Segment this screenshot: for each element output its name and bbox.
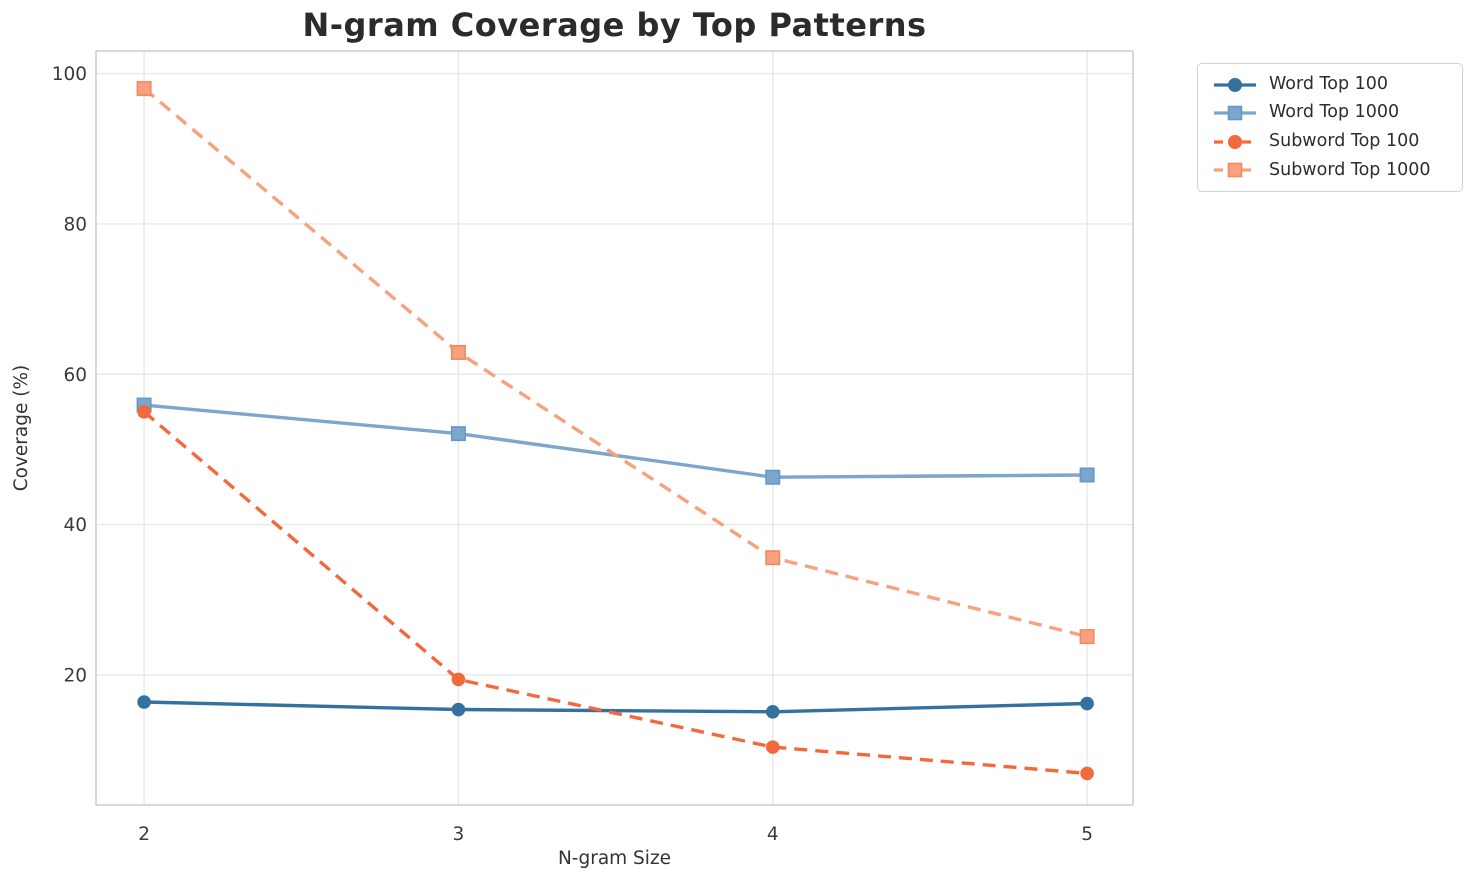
legend-marker-shape (1227, 105, 1243, 121)
marker-word-top-1000 (765, 469, 781, 485)
x-tick-label: 2 (138, 824, 150, 845)
legend-label: Word Top 1000 (1269, 102, 1400, 123)
legend-item-word-top-1000: Word Top 1000 (1198, 102, 1462, 124)
y-tick-label: 80 (63, 214, 87, 235)
marker-subword-top-100 (451, 672, 466, 687)
legend-label: Word Top 100 (1269, 73, 1389, 94)
marker-word-top-100 (765, 704, 780, 719)
legend-marker-subword-top-1000 (1214, 163, 1256, 178)
series-line-subword-top-100 (142, 410, 1088, 776)
marker-subword-top-1000 (450, 344, 466, 360)
y-tick-label: 20 (63, 665, 87, 686)
legend-marker-shape (1228, 77, 1242, 92)
legend-label: Subword Top 1000 (1269, 159, 1431, 180)
legend: Word Top 100 Word Top 1000 Subword Top 100… (1197, 63, 1463, 192)
marker-subword-top-100 (765, 740, 780, 754)
marker-word-top-1000 (1079, 467, 1095, 483)
legend-marker-word-top-1000 (1214, 105, 1256, 121)
y-tick-label: 100 (52, 64, 87, 85)
legend-marker-subword-top-100 (1214, 134, 1256, 149)
legend-item-word-top-100: Word Top 100 (1198, 74, 1462, 96)
marker-word-top-1000 (450, 426, 466, 442)
axes-background (96, 51, 1133, 805)
y-axis-label: Coverage (%) (11, 364, 32, 492)
x-tick-label: 3 (453, 824, 465, 845)
x-tick-label: 4 (767, 824, 779, 845)
legend-label: Subword Top 100 (1269, 131, 1420, 152)
legend-marker-shape (1228, 134, 1242, 149)
legend-item-subword-top-1000: Subword Top 1000 (1198, 159, 1462, 181)
marker-word-top-100 (451, 702, 466, 717)
x-axis-label: N-gram Size (557, 848, 672, 869)
marker-word-top-100 (137, 695, 151, 709)
y-tick-label: 40 (63, 515, 87, 536)
legend-item-subword-top-100: Subword Top 100 (1198, 131, 1462, 153)
marker-subword-top-100 (137, 405, 151, 419)
marker-subword-top-100 (1080, 766, 1094, 781)
marker-subword-top-1000 (136, 81, 152, 97)
chart-title: N-gram Coverage by Top Patterns (302, 6, 927, 44)
plot-border (95, 50, 1134, 806)
legend-marker-word-top-100 (1214, 77, 1256, 92)
y-tick-label: 60 (63, 365, 87, 386)
series-line-subword-top-1000 (143, 87, 1088, 639)
marker-subword-top-1000 (765, 550, 781, 566)
legend-marker-shape (1227, 163, 1243, 178)
marker-subword-top-1000 (1079, 629, 1095, 645)
x-tick-label: 5 (1081, 824, 1093, 845)
series-line-word-top-100 (144, 700, 1088, 714)
marker-word-top-100 (1080, 696, 1094, 711)
